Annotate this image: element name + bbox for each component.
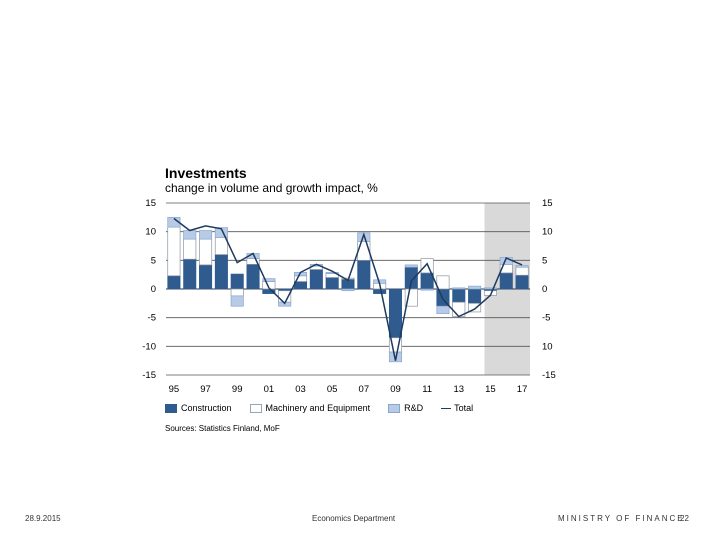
bar-machinery — [199, 238, 213, 266]
chart-title: Investments — [165, 165, 247, 181]
y-tick-label-left: -15 — [142, 370, 156, 381]
footer-organization: MINISTRY OF FINANCE — [558, 514, 685, 523]
legend-label-rd: R&D — [404, 403, 424, 413]
bar-construction — [499, 272, 513, 290]
y-tick-label-left: -5 — [148, 313, 156, 324]
y-tick-label-right: 5 — [542, 255, 547, 266]
y-tick-label-right: 10 — [542, 227, 553, 238]
bar-machinery — [468, 302, 482, 313]
chart-sources: Sources: Statistics Finland, MoF — [165, 424, 280, 433]
bar-construction — [309, 269, 323, 290]
bar-construction — [404, 266, 418, 290]
bar-construction — [199, 264, 213, 290]
bar-rd — [262, 278, 276, 282]
legend-swatch-rd — [388, 403, 401, 413]
x-tick-label: 03 — [295, 384, 306, 395]
total-line — [173, 217, 523, 361]
bar-construction — [468, 288, 482, 304]
footer-department: Economics Department — [312, 514, 396, 523]
bar-rd — [341, 288, 355, 292]
bar-construction — [325, 277, 339, 290]
x-tick-label: 99 — [232, 384, 243, 395]
bar-rd — [325, 272, 339, 274]
bar-machinery — [167, 226, 181, 277]
footer-date: 28.9.2015 — [25, 514, 61, 523]
legend-swatch-machinery — [249, 403, 262, 413]
bar-rd — [436, 305, 450, 315]
chart-legend: Construction Machinery and Equipment R&D… — [165, 403, 491, 413]
bar-rd — [404, 264, 418, 268]
legend-rd: R&D — [388, 403, 423, 413]
bar-machinery — [183, 238, 197, 260]
bar-rd — [483, 287, 497, 290]
bar-construction — [373, 288, 387, 294]
y-tick-label-right: 15 — [542, 198, 553, 209]
x-tick-label: 07 — [359, 384, 370, 395]
legend-machinery: Machinery and Equipment — [249, 403, 371, 413]
y-tick-label-left: 15 — [145, 198, 156, 209]
x-tick-label: 97 — [200, 384, 211, 395]
bar-machinery — [214, 237, 228, 255]
chart-subtitle: change in volume and growth impact, % — [165, 181, 378, 195]
bar-machinery — [420, 258, 434, 274]
bar-rd — [230, 295, 244, 307]
bar-construction — [246, 263, 260, 290]
y-tick-label-left: 10 — [145, 227, 156, 238]
legend-label-machinery: Machinery and Equipment — [265, 403, 371, 413]
y-tick-label-right: -5 — [542, 313, 550, 324]
legend-label-total: Total — [454, 403, 474, 413]
bar-construction — [388, 288, 403, 339]
bar-rd — [515, 265, 529, 268]
bar-construction — [183, 258, 197, 290]
bar-machinery — [230, 288, 244, 297]
legend-line-total — [441, 407, 452, 409]
bar-construction — [230, 273, 244, 290]
bar-construction — [214, 254, 228, 290]
x-tick-label: 05 — [327, 384, 338, 395]
x-tick-label: 95 — [169, 384, 180, 395]
footer-page-number: 22 — [680, 514, 689, 523]
bar-rd — [183, 230, 197, 240]
bar-machinery — [436, 275, 450, 290]
x-tick-label: 01 — [264, 384, 275, 395]
bar-construction — [167, 275, 181, 290]
bar-rd — [167, 216, 181, 228]
bar-rd — [199, 230, 213, 240]
legend-total: Total — [441, 403, 473, 413]
bar-machinery — [357, 241, 371, 261]
bar-rd — [452, 287, 466, 290]
y-tick-label-left: 0 — [151, 284, 156, 295]
legend-construction: Construction — [165, 403, 232, 413]
y-tick-label-right: 0 — [542, 284, 547, 295]
x-tick-label: 11 — [422, 384, 432, 395]
x-tick-label: 09 — [390, 384, 401, 395]
bar-construction — [452, 288, 466, 303]
bar-rd — [420, 288, 434, 291]
bar-rd — [214, 227, 228, 238]
bar-rd — [468, 285, 482, 290]
bar-machinery — [515, 266, 529, 276]
x-tick-label: 13 — [453, 384, 464, 395]
legend-label-construction: Construction — [181, 403, 232, 413]
bar-construction — [357, 259, 371, 290]
y-tick-label-right: 10 — [542, 341, 553, 352]
y-tick-label-left: 5 — [151, 255, 156, 266]
x-tick-label: 17 — [517, 384, 528, 395]
bar-construction — [420, 272, 434, 290]
y-tick-label-left: -10 — [142, 341, 156, 352]
legend-swatch-construction — [165, 403, 177, 413]
x-tick-label: 15 — [485, 384, 496, 395]
y-tick-label-right: -15 — [542, 370, 556, 381]
bar-construction — [293, 281, 308, 290]
bar-construction — [515, 274, 529, 290]
